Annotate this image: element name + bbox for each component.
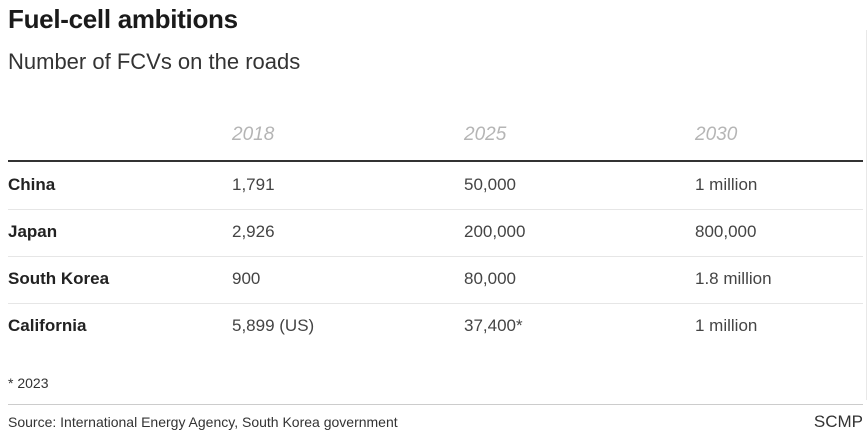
cell-south-korea-2030: 1.8 million bbox=[695, 269, 772, 288]
cell-south-korea-2018: 900 bbox=[232, 269, 261, 288]
cell-china-2018: 1,791 bbox=[232, 175, 275, 194]
cell-south-korea-2025: 80,000 bbox=[464, 269, 516, 288]
row-divider bbox=[8, 256, 863, 257]
row-label-california: California bbox=[8, 316, 87, 335]
cell-japan-2025: 200,000 bbox=[464, 222, 526, 241]
cell-japan-2030: 800,000 bbox=[695, 222, 757, 241]
row-divider bbox=[8, 303, 863, 304]
row-label-china: China bbox=[8, 175, 56, 194]
cell-california-2025: 37,400* bbox=[464, 316, 523, 335]
footnote: * 2023 bbox=[8, 375, 49, 391]
row-divider bbox=[8, 209, 863, 210]
cell-japan-2018: 2,926 bbox=[232, 222, 275, 241]
row-label-south-korea: South Korea bbox=[8, 269, 110, 288]
source-text: Source: International Energy Agency, Sou… bbox=[8, 414, 398, 430]
brand-logo-text: SCMP bbox=[813, 412, 863, 431]
column-header-2030: 2030 bbox=[695, 124, 738, 145]
chart-title: Fuel-cell ambitions bbox=[8, 4, 238, 34]
header-rule bbox=[8, 160, 863, 162]
cell-china-2025: 50,000 bbox=[464, 175, 516, 194]
column-header-2025: 2025 bbox=[464, 124, 507, 145]
cell-china-2030: 1 million bbox=[695, 175, 758, 194]
chart-subtitle: Number of FCVs on the roads bbox=[8, 49, 301, 74]
cell-california-2018: 5,899 (US) bbox=[232, 316, 315, 335]
column-header-2018: 2018 bbox=[232, 124, 275, 145]
row-label-japan: Japan bbox=[8, 222, 58, 241]
cell-california-2030: 1 million bbox=[695, 316, 758, 335]
footer-rule bbox=[8, 404, 863, 405]
